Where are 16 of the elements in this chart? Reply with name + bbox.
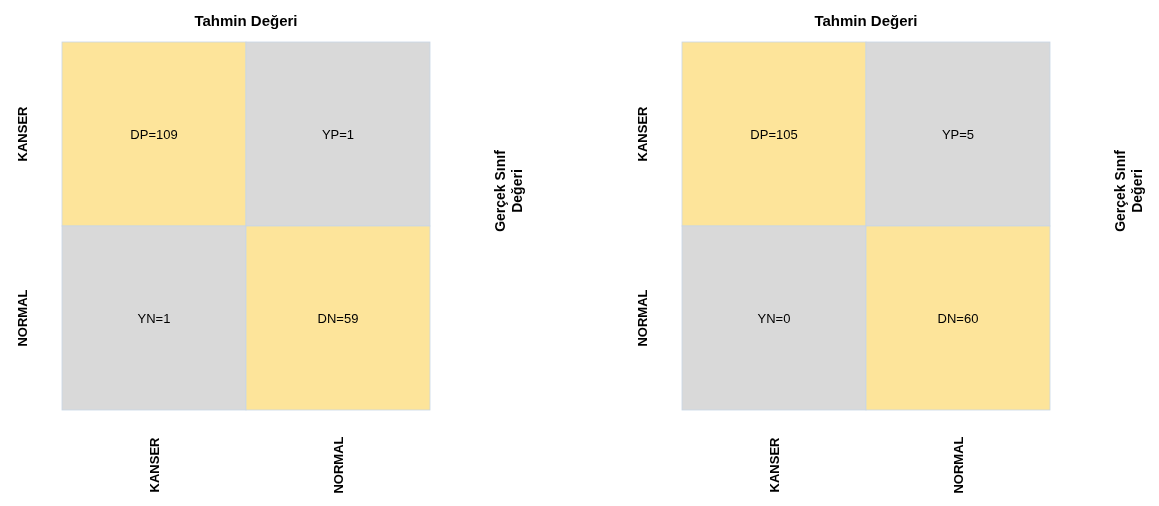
data-label: DP=105	[750, 126, 798, 142]
y-axis-title: Gerçek Sınıf Değeri	[1112, 149, 1145, 232]
x-tick-label: KANSER	[146, 436, 162, 493]
x-tick-label: KANSER	[766, 436, 782, 493]
data-label: YN=0	[757, 310, 791, 326]
chart-title: Tahmin Değeri	[814, 12, 918, 29]
data-label: YP=1	[321, 126, 355, 142]
chart-title: Tahmin Değeri	[194, 12, 298, 29]
data-label: DP=109	[130, 126, 178, 142]
data-label: YP=5	[941, 126, 975, 142]
data-label: YN=1	[137, 310, 171, 326]
data-label: DN=60	[937, 310, 979, 326]
y-axis-title: Gerçek Sınıf Değeri	[492, 149, 525, 232]
x-tick-label: NORMAL	[950, 436, 966, 494]
x-tick-label: NORMAL	[330, 436, 346, 494]
data-label: DN=59	[317, 310, 359, 326]
